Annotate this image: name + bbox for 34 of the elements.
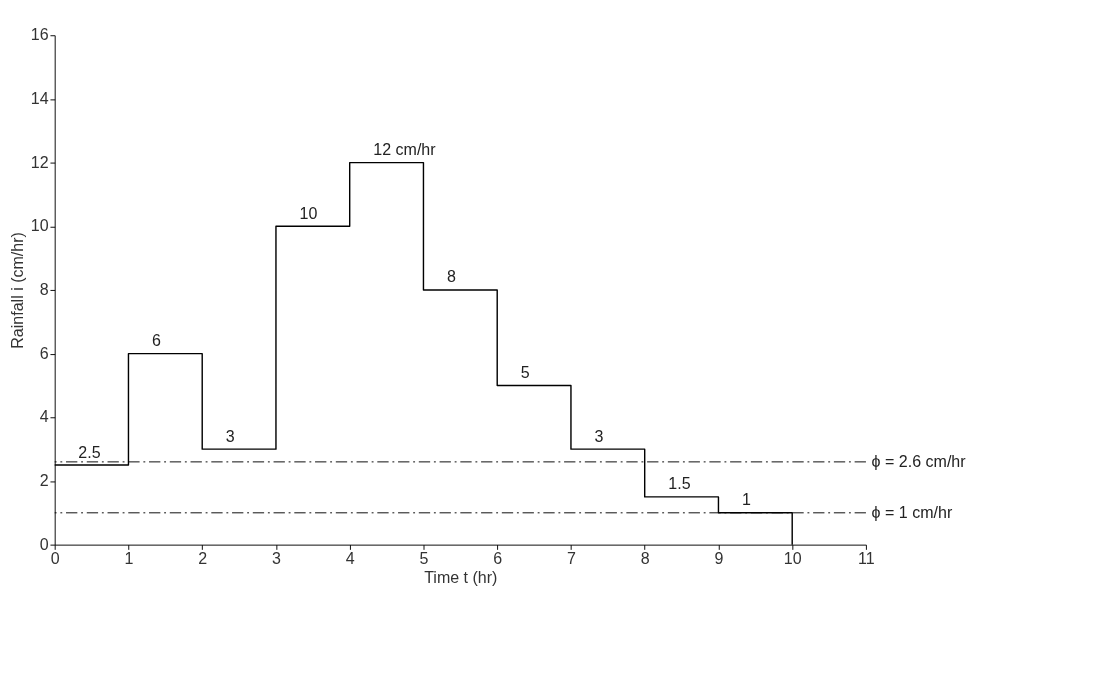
ref-line-label: ϕ = 2.6 cm/hr bbox=[871, 451, 967, 470]
y-tick-label: 16 bbox=[30, 25, 49, 44]
x-tick-label: 5 bbox=[419, 548, 429, 567]
x-tick-label: 1 bbox=[124, 548, 134, 567]
y-tick-label: 12 bbox=[30, 152, 49, 171]
data-label: 3 bbox=[594, 426, 604, 445]
x-tick-label: 9 bbox=[714, 548, 724, 567]
ref-line-label: ϕ = 1 cm/hr bbox=[871, 502, 953, 521]
data-label: 1.5 bbox=[668, 474, 691, 493]
data-label: 3 bbox=[225, 426, 235, 445]
data-label: 6 bbox=[152, 331, 162, 350]
x-tick-label: 7 bbox=[566, 548, 576, 567]
data-label: 2.5 bbox=[78, 442, 101, 461]
x-tick-label: 8 bbox=[640, 548, 650, 567]
x-tick-label: 3 bbox=[271, 548, 281, 567]
data-label: 10 bbox=[299, 203, 318, 222]
x-tick-label: 2 bbox=[198, 548, 208, 567]
y-tick-label: 10 bbox=[30, 216, 49, 235]
y-tick-label: 8 bbox=[39, 280, 49, 299]
x-tick-label: 6 bbox=[493, 548, 503, 567]
data-label: 12 cm/hr bbox=[373, 140, 437, 159]
y-tick-label: 6 bbox=[39, 343, 49, 362]
x-tick-label: 10 bbox=[783, 548, 802, 567]
data-label: 1 bbox=[742, 490, 752, 509]
y-tick-label: 2 bbox=[39, 471, 49, 490]
x-tick-label: 11 bbox=[858, 548, 875, 567]
x-axis-title: Time t (hr) bbox=[424, 567, 498, 586]
y-tick-label: 14 bbox=[30, 89, 49, 108]
data-label: 8 bbox=[447, 267, 457, 286]
data-label: 5 bbox=[520, 362, 530, 381]
x-tick-label: 4 bbox=[345, 548, 355, 567]
y-axis-title: Rainfall i (cm/hr) bbox=[8, 232, 27, 349]
y-tick-label: 0 bbox=[39, 534, 49, 553]
y-tick-label: 4 bbox=[39, 407, 49, 426]
